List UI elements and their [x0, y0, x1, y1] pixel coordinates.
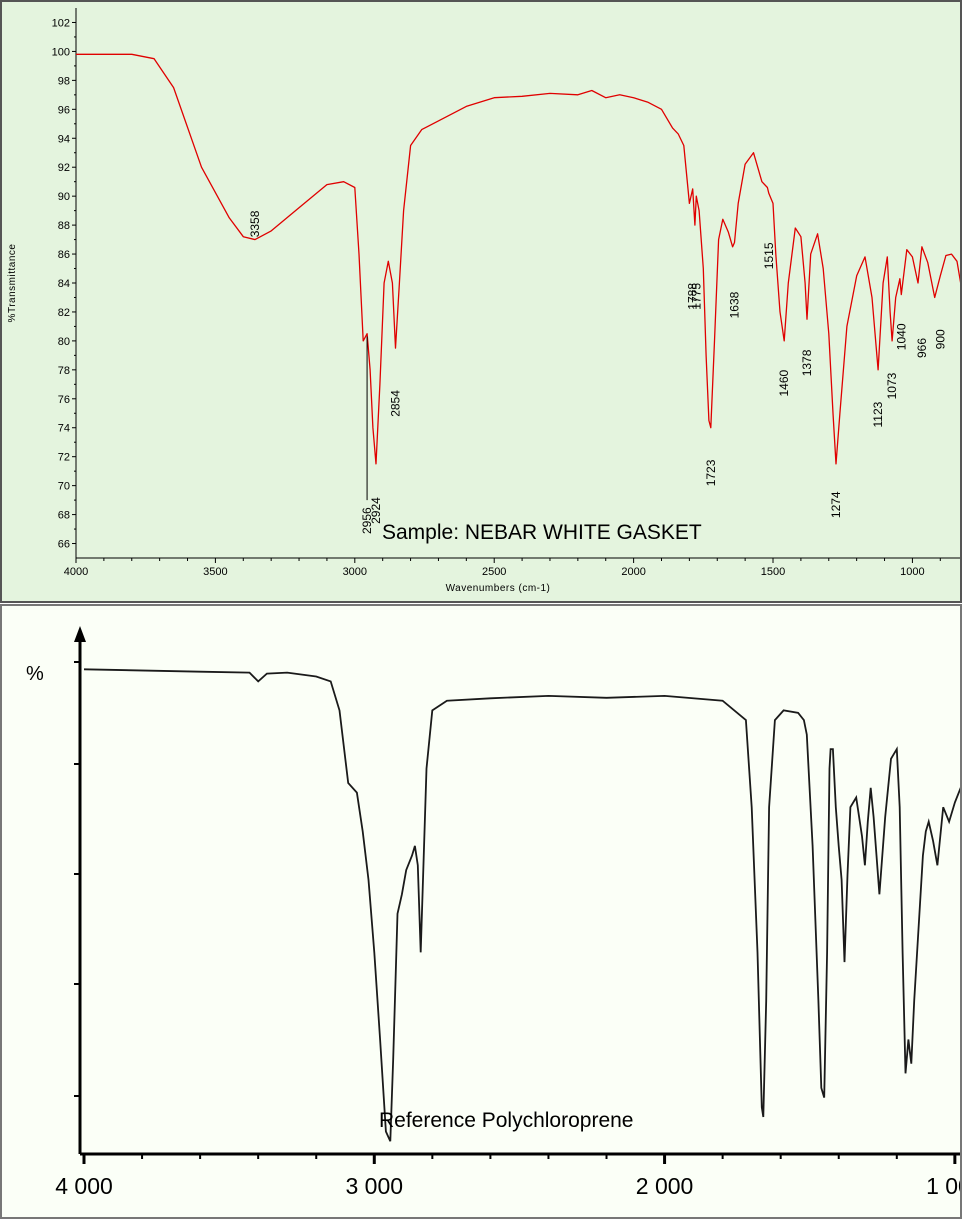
- x-tick-label: 1500: [761, 566, 785, 578]
- peak-label: 966: [915, 338, 929, 358]
- peak-label: 1788: [686, 283, 700, 310]
- peak-label: 1123: [871, 401, 885, 427]
- y-tick-label: 94: [58, 133, 70, 145]
- peak-label: 2854: [389, 390, 403, 417]
- y-axis-title: %Transmittance: [7, 244, 18, 323]
- y-axis-arrow: [74, 626, 86, 642]
- peak-label: 1723: [704, 459, 718, 486]
- reference-spectrum-chart: % 4 000 3 000 2 000 1 000 Reference Polychlor…: [26, 626, 960, 1199]
- peak-label: 1073: [885, 372, 899, 399]
- y-tick-label: 70: [58, 481, 70, 493]
- x-tick-label: 2000: [621, 566, 645, 578]
- y-tick-label: 74: [58, 423, 70, 435]
- y-tick-label: 84: [58, 278, 70, 290]
- x-tick-label: 4 000: [55, 1173, 113, 1199]
- spectrum-line-reference: [83, 668, 960, 1142]
- x-tick-label: 2500: [482, 566, 506, 578]
- y-tick-label: 100: [52, 46, 70, 58]
- x-tick-label: 1000: [900, 566, 924, 578]
- y-tick-label: 66: [58, 539, 70, 551]
- y-tick-label: 72: [58, 452, 70, 464]
- peak-label: 1040: [894, 323, 908, 350]
- y-tick-label: 86: [58, 249, 70, 261]
- peak-label: 1460: [777, 369, 791, 396]
- y-axis-title: %: [26, 663, 44, 685]
- y-tick-label: 90: [58, 191, 70, 203]
- peak-label: 900: [933, 329, 947, 349]
- spectrum-line-sample: [76, 53, 960, 465]
- x-tick-label: 3000: [343, 566, 367, 578]
- peak-label: 3358: [248, 210, 262, 237]
- peak-label: 2924: [369, 497, 383, 524]
- peak-label: 1775: [689, 283, 703, 310]
- y-tick-label: 98: [58, 75, 70, 87]
- peak-label: 1378: [800, 349, 814, 376]
- peak-label: 1515: [762, 242, 776, 269]
- y-tick-label: 78: [58, 365, 70, 377]
- y-tick-label: 76: [58, 394, 70, 406]
- x-tick-label: 3 000: [346, 1173, 404, 1199]
- x-tick-label: 1 000: [926, 1173, 960, 1199]
- sample-annotation: Sample: NEBAR WHITE GASKET: [382, 521, 702, 544]
- peak-label: 1274: [829, 491, 843, 518]
- top-spectrum-panel: 66 68 70 72 74 76 78 80 82 84 86 88 90 92 94 96 98 100 102…: [0, 0, 962, 603]
- peak-label: 1638: [728, 291, 742, 318]
- x-tick-label: 4000: [64, 566, 88, 578]
- y-tick-label: 92: [58, 162, 70, 174]
- y-tick-label: 96: [58, 104, 70, 116]
- y-tick-label: 68: [58, 510, 70, 522]
- y-tick-label: 80: [58, 336, 70, 348]
- peak-label: 2956: [360, 507, 374, 534]
- x-tick-label: 3500: [203, 566, 227, 578]
- y-tick-label: 102: [52, 17, 70, 29]
- y-tick-label: 88: [58, 220, 70, 232]
- bottom-spectrum-panel: % 4 000 3 000 2 000 1 000 Reference Polychlor…: [0, 604, 962, 1219]
- x-axis-title: Wavenumbers (cm-1): [446, 583, 551, 594]
- y-tick-label: 82: [58, 307, 70, 319]
- reference-annotation: Reference Polychloroprene: [379, 1109, 633, 1132]
- sample-spectrum-chart: 66 68 70 72 74 76 78 80 82 84 86 88 90 92 94 96 98 100 102…: [7, 8, 960, 594]
- x-tick-label: 2 000: [636, 1173, 694, 1199]
